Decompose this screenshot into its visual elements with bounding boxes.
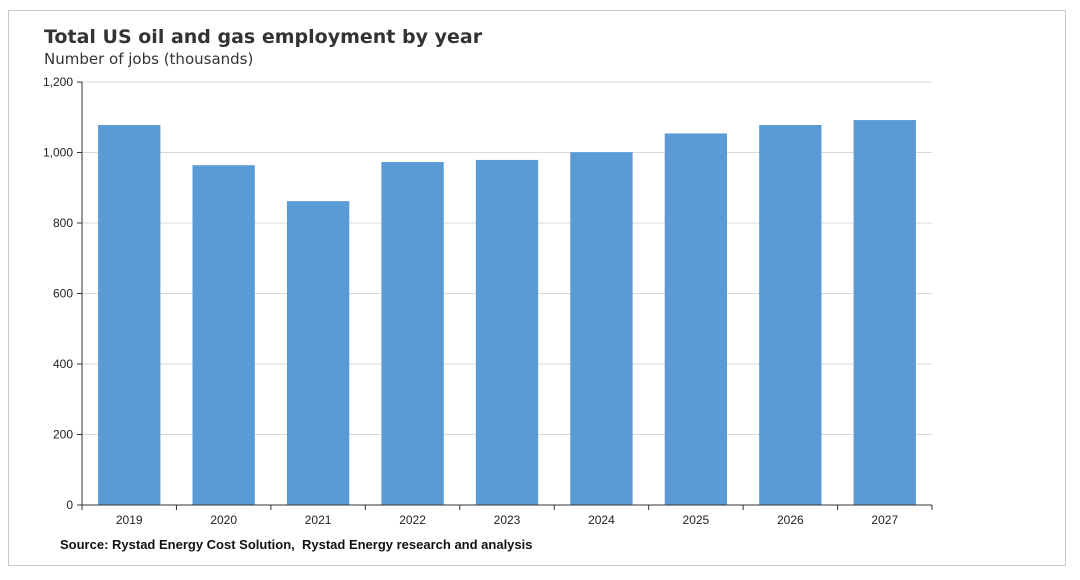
chart-subtitle: Number of jobs (thousands): [44, 50, 254, 68]
x-tick-label: 2026: [777, 513, 804, 527]
y-tick-label: 800: [53, 216, 73, 230]
bar-2027: [853, 120, 916, 505]
y-tick-label: 1,000: [43, 146, 73, 160]
y-tick-label: 600: [53, 287, 73, 301]
x-tick-label: 2021: [305, 513, 332, 527]
bar-2020: [192, 165, 255, 505]
bar-2021: [286, 201, 350, 505]
bar-2023: [475, 159, 539, 505]
x-tick-label: 2023: [494, 513, 521, 527]
y-tick-label: 0: [66, 498, 73, 512]
bar-2022: [381, 162, 444, 505]
axes: 0 200 400 600 800 1,000 1,200 2019 2020 2021 2022 2…: [43, 75, 933, 527]
bar-2019: [98, 125, 161, 505]
y-tick-label: 200: [53, 428, 73, 442]
chart-title: Total US oil and gas employment by year: [44, 26, 483, 48]
x-tick-label: 2025: [683, 513, 710, 527]
bars: [98, 120, 916, 505]
x-tick-label: 2027: [871, 513, 898, 527]
y-tick-label: 1,200: [43, 75, 73, 89]
bar-2025: [664, 133, 728, 505]
bar-2026: [759, 125, 822, 505]
x-tick-label: 2022: [399, 513, 426, 527]
y-tick-label: 400: [53, 357, 73, 371]
x-tick-label: 2024: [588, 513, 615, 527]
x-tick-label: 2019: [116, 513, 143, 527]
source-note: Source: Rystad Energy Cost Solution, Rys…: [60, 537, 533, 552]
bar-2024: [570, 152, 633, 505]
x-tick-label: 2020: [210, 513, 237, 527]
